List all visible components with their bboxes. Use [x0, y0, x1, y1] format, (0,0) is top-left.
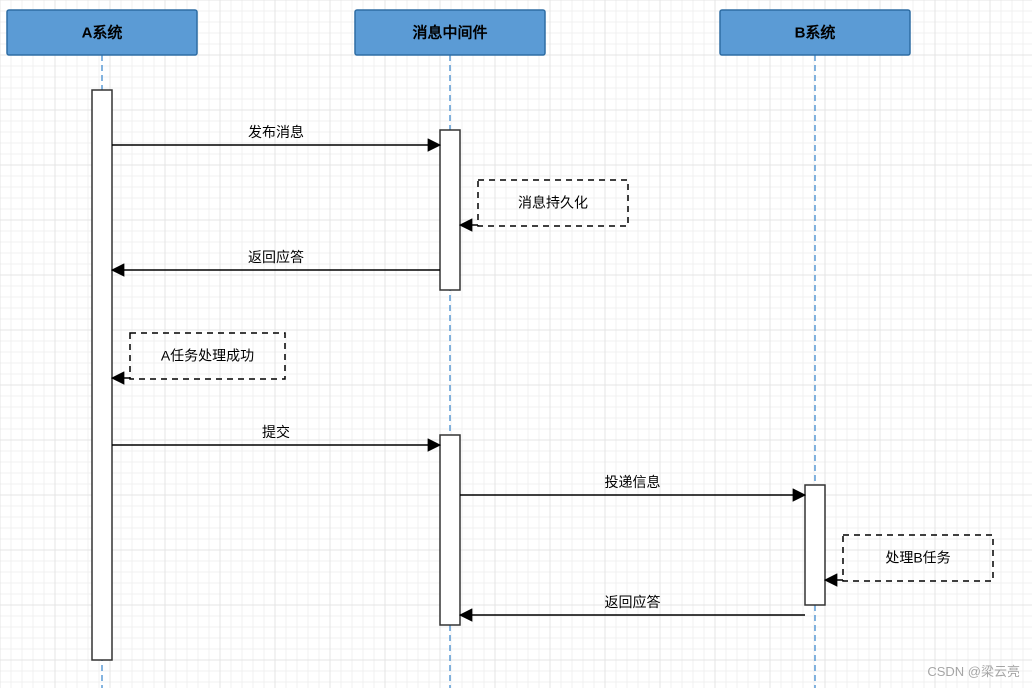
grid — [0, 0, 1032, 688]
actor-label-MW: 消息中间件 — [412, 23, 487, 41]
self-note-label: 消息持久化 — [518, 195, 588, 211]
self-note-label: A任务处理成功 — [161, 348, 254, 364]
activation-B — [805, 485, 825, 605]
message-label: 发布消息 — [248, 124, 304, 140]
watermark: CSDN @梁云亮 — [927, 664, 1020, 679]
self-note-label: 处理B任务 — [885, 550, 950, 566]
activation-MW — [440, 435, 460, 625]
message-label: 提交 — [262, 424, 290, 440]
message-label: 投递信息 — [605, 474, 661, 490]
activation-A — [92, 90, 112, 660]
activation-MW — [440, 130, 460, 290]
message-label: 返回应答 — [248, 249, 304, 265]
actor-label-A: A系统 — [82, 23, 123, 41]
message-label: 返回应答 — [605, 594, 661, 610]
actor-label-B: B系统 — [795, 23, 836, 41]
